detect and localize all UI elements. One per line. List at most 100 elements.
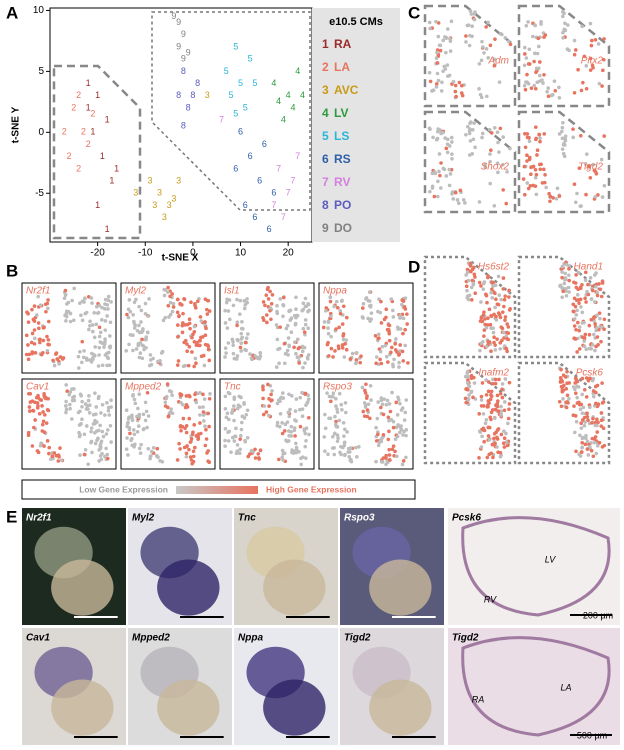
cell-dot: [250, 357, 254, 362]
cell-dot: [109, 440, 113, 444]
cell-dot: [30, 444, 35, 448]
cell-dot: [80, 399, 84, 404]
cell-dot: [527, 139, 532, 144]
cell-dot: [284, 438, 288, 443]
cell-dot: [235, 297, 239, 302]
legend-name: RA: [334, 37, 352, 51]
cell-dot: [441, 69, 445, 73]
cell-dot: [464, 40, 468, 44]
cell-dot: [88, 319, 92, 324]
cell-dot: [166, 303, 171, 308]
cell-dot: [261, 385, 265, 389]
y-tick-label: 10: [33, 5, 45, 16]
cell-dot: [464, 387, 468, 391]
cell-dot: [403, 410, 408, 415]
cell-dot: [575, 308, 579, 313]
cell-dot: [339, 452, 343, 457]
cell-dot: [376, 443, 381, 448]
cell-dot: [574, 273, 578, 277]
cell-dot: [244, 348, 248, 353]
cell-dot: [463, 396, 468, 401]
cell-dot: [559, 384, 564, 389]
cell-dot: [37, 412, 42, 416]
cell-dot: [179, 428, 183, 433]
cell-dot: [90, 450, 94, 455]
cell-dot: [230, 408, 235, 412]
cell-dot: [235, 449, 239, 453]
cell-dot: [599, 424, 604, 428]
cell-dot: [491, 455, 495, 460]
cell-dot: [201, 392, 205, 397]
cell-dot: [227, 317, 232, 322]
cell-dot: [594, 401, 598, 406]
cell-dot: [575, 191, 579, 196]
cell-dot: [576, 270, 581, 275]
cell-dot: [34, 395, 39, 400]
cell-dot: [498, 347, 502, 351]
cluster-outline: [423, 361, 517, 465]
cell-dot: [176, 323, 180, 327]
photo: [448, 628, 620, 745]
cell-dot: [26, 343, 30, 347]
legend-number: 1: [322, 37, 329, 51]
cell-dot: [238, 437, 242, 441]
cell-dot: [306, 302, 311, 307]
cell-dot: [589, 297, 594, 301]
cell-dot: [467, 43, 472, 48]
cell-dot: [242, 306, 247, 311]
cell-dot: [267, 397, 271, 401]
cell-dot: [403, 296, 408, 300]
cell-dot: [541, 81, 545, 85]
cell-dot: [178, 447, 182, 451]
cell-dot: [584, 395, 589, 399]
point: 5: [248, 54, 253, 64]
cell-dot: [580, 411, 585, 415]
cell-dot: [307, 432, 311, 437]
cell-dot: [400, 349, 405, 354]
cell-dot: [162, 287, 167, 292]
cell-dot: [131, 312, 135, 317]
cell-dot: [275, 311, 280, 316]
cell-dot: [598, 316, 602, 321]
cell-dot: [72, 286, 77, 291]
cell-dot: [493, 381, 498, 386]
cell-dot: [383, 343, 388, 348]
cell-dot: [340, 322, 345, 326]
cell-dot: [523, 145, 528, 150]
cell-dot: [180, 323, 185, 328]
cell-dot: [599, 339, 603, 344]
point: 7: [286, 188, 291, 198]
cell-dot: [143, 301, 148, 306]
cell-dot: [340, 346, 345, 350]
section-label: RV: [484, 594, 497, 604]
cell-dot: [349, 457, 353, 462]
cell-dot: [404, 428, 409, 432]
cell-dot: [170, 292, 175, 296]
cell-dot: [184, 430, 189, 435]
cell-dot: [189, 300, 193, 305]
cell-dot: [332, 446, 336, 450]
cell-dot: [435, 50, 439, 55]
cell-dot: [159, 351, 164, 355]
cell-dot: [538, 136, 542, 141]
cell-dot: [98, 330, 103, 335]
cell-dot: [89, 429, 93, 434]
cell-dot: [560, 275, 564, 280]
cell-dot: [266, 413, 271, 418]
cell-dot: [470, 267, 475, 272]
cell-dot: [89, 296, 94, 300]
cell-dot: [390, 390, 394, 395]
cell-dot: [480, 381, 485, 385]
cell-dot: [501, 162, 505, 167]
cell-dot: [557, 132, 562, 136]
cell-dot: [136, 406, 140, 411]
cell-dot: [477, 412, 482, 416]
point: 4: [276, 96, 281, 106]
point: 4: [295, 66, 300, 76]
point: 3: [176, 175, 181, 185]
cell-dot: [185, 444, 189, 448]
cell-dot: [225, 326, 230, 330]
cell-dot: [181, 311, 185, 316]
y-axis-label: t-SNE Y: [11, 106, 22, 143]
cell-dot: [572, 336, 576, 340]
